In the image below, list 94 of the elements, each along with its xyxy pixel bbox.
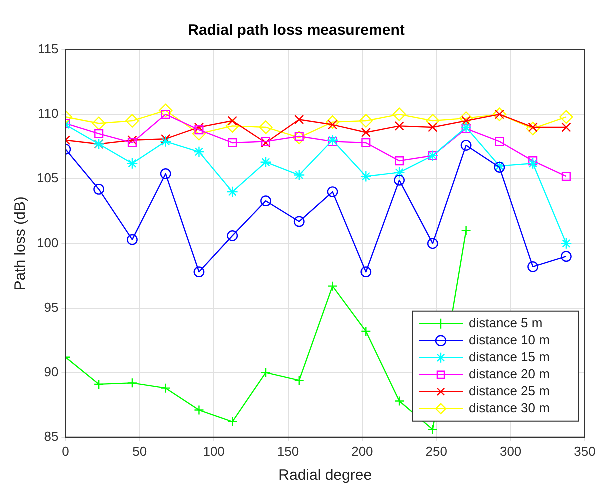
point bbox=[94, 129, 104, 138]
point bbox=[260, 368, 272, 378]
legend-label: distance 20 m bbox=[469, 366, 550, 382]
point bbox=[459, 112, 474, 126]
point bbox=[360, 170, 372, 182]
y-tick-label: 85 bbox=[44, 428, 59, 444]
point bbox=[361, 128, 371, 138]
legend-label: distance 25 m bbox=[469, 383, 550, 398]
point bbox=[226, 186, 238, 198]
point bbox=[160, 168, 172, 180]
point bbox=[528, 156, 538, 166]
y-tick-label: 110 bbox=[38, 106, 59, 122]
point bbox=[294, 375, 304, 386]
y-axis-title: Path loss (dB) bbox=[12, 196, 30, 291]
x-tick-label: 0 bbox=[62, 444, 70, 459]
point bbox=[560, 110, 574, 124]
point bbox=[292, 130, 306, 145]
point bbox=[326, 115, 340, 130]
point bbox=[227, 230, 238, 242]
point bbox=[228, 138, 238, 148]
point bbox=[394, 121, 404, 131]
point bbox=[462, 124, 471, 134]
y-tick-label: 105 bbox=[36, 170, 59, 186]
legend-label: distance 30 m bbox=[469, 400, 550, 416]
point bbox=[495, 137, 504, 146]
point bbox=[359, 114, 373, 128]
point bbox=[326, 134, 339, 146]
point bbox=[228, 416, 238, 428]
point bbox=[128, 136, 138, 146]
point bbox=[361, 326, 372, 337]
legend-label: distance 10 m bbox=[469, 332, 550, 348]
point bbox=[392, 108, 406, 122]
point bbox=[395, 156, 404, 166]
point bbox=[394, 174, 405, 186]
point bbox=[561, 251, 572, 262]
point bbox=[158, 104, 173, 118]
point bbox=[562, 172, 571, 182]
point bbox=[160, 136, 172, 148]
x-tick-label: 200 bbox=[352, 444, 374, 459]
point bbox=[259, 120, 273, 134]
point bbox=[126, 114, 140, 128]
x-axis-title: Radial degree bbox=[278, 467, 372, 484]
point bbox=[527, 158, 539, 170]
point bbox=[294, 169, 306, 182]
point bbox=[94, 184, 105, 195]
point bbox=[328, 281, 338, 292]
point bbox=[260, 196, 272, 207]
point bbox=[127, 234, 138, 246]
point bbox=[228, 116, 238, 126]
x-tick-label: 150 bbox=[277, 444, 300, 459]
chart-title: Radial path loss measurement bbox=[188, 22, 405, 40]
point bbox=[560, 238, 572, 250]
point bbox=[194, 266, 205, 278]
point bbox=[294, 114, 304, 125]
point bbox=[394, 166, 406, 178]
point bbox=[528, 261, 539, 272]
point bbox=[194, 122, 204, 132]
point bbox=[428, 424, 438, 435]
legend-label: distance 5 m bbox=[469, 315, 543, 330]
point bbox=[127, 378, 138, 388]
point bbox=[327, 186, 338, 198]
point bbox=[562, 122, 572, 132]
point bbox=[492, 108, 507, 122]
point bbox=[294, 216, 305, 228]
y-tick-label: 100 bbox=[36, 235, 59, 250]
point bbox=[328, 137, 338, 146]
point bbox=[460, 122, 472, 134]
point bbox=[126, 158, 138, 170]
point bbox=[194, 405, 204, 416]
point bbox=[526, 122, 540, 136]
x-tick-label: 100 bbox=[203, 444, 225, 459]
y-tick-label: 115 bbox=[38, 42, 59, 57]
point bbox=[94, 379, 104, 390]
x-tick-label: 350 bbox=[574, 444, 596, 459]
point bbox=[160, 383, 171, 394]
y-tick-label: 95 bbox=[44, 300, 59, 315]
x-tick-label: 50 bbox=[132, 444, 148, 459]
point bbox=[461, 226, 472, 236]
legend-label: distance 15 m bbox=[469, 349, 550, 364]
x-tick-label: 250 bbox=[426, 444, 448, 459]
point bbox=[426, 114, 440, 128]
point bbox=[394, 396, 405, 406]
point bbox=[362, 138, 371, 148]
point bbox=[92, 116, 106, 130]
point bbox=[460, 140, 472, 152]
point bbox=[428, 122, 438, 132]
point bbox=[193, 146, 206, 158]
point bbox=[360, 266, 372, 278]
y-tick-label: 90 bbox=[44, 364, 59, 380]
point bbox=[226, 119, 240, 134]
point bbox=[260, 156, 272, 168]
point bbox=[427, 238, 438, 250]
x-tick-label: 300 bbox=[500, 444, 522, 459]
point bbox=[128, 138, 137, 148]
